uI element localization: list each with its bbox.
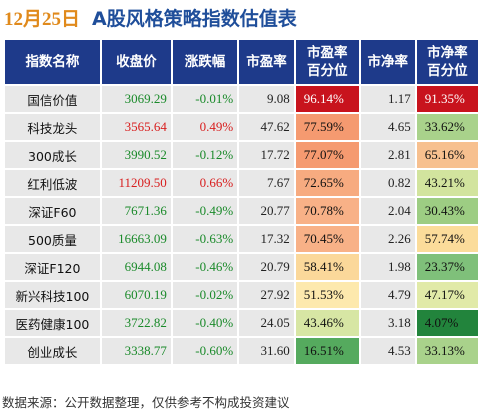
cell-close: 3565.64 — [101, 114, 171, 140]
cell-pe-percentile: 16.51% — [295, 338, 359, 364]
cell-pe: 9.08 — [239, 86, 294, 112]
cell-index-name: 红利低波 — [5, 170, 100, 196]
cell-index-name: 科技龙头 — [5, 114, 100, 140]
title-main: A股风格策略指数估值表 — [92, 7, 297, 30]
cell-pe-percentile: 58.41% — [295, 254, 359, 280]
table-title: 12月25日 A股风格策略指数估值表 — [4, 2, 297, 32]
cell-pe-percentile: 96.14% — [295, 86, 359, 112]
cell-close: 7671.36 — [101, 198, 171, 224]
cell-pe: 17.32 — [239, 226, 294, 252]
cell-index-name: 新兴科技100 — [5, 282, 100, 308]
table-row: 创业成长 3338.77 -0.60% 31.60 16.51% 4.53 33.13% — [5, 338, 478, 364]
table-row: 300成长 3990.52 -0.12% 17.72 77.07% 2.81 65.16% — [5, 142, 478, 168]
header-pe-percentile: 市盈率 百分位 — [295, 40, 359, 84]
cell-index-name: 医药健康100 — [5, 310, 100, 336]
cell-pb: 4.79 — [360, 282, 415, 308]
cell-pb: 2.81 — [360, 142, 415, 168]
cell-pe: 27.92 — [239, 282, 294, 308]
cell-pb-percentile: 30.43% — [416, 198, 478, 224]
header-pe: 市盈率 — [239, 40, 294, 84]
cell-pe: 31.60 — [239, 338, 294, 364]
cell-pe: 20.79 — [239, 254, 294, 280]
table-row: 新兴科技100 6070.19 -0.02% 27.92 51.53% 4.79 47.17… — [5, 282, 478, 308]
table-row: 医药健康100 3722.82 -0.40% 24.05 43.46% 3.18 4.07% — [5, 310, 478, 336]
table-row: 红利低波 11209.50 0.66% 7.67 72.65% 0.82 43.21% — [5, 170, 478, 196]
header-pb: 市净率 — [360, 40, 415, 84]
cell-index-name: 国信价值 — [5, 86, 100, 112]
cell-pe-percentile: 72.65% — [295, 170, 359, 196]
cell-close: 3338.77 — [101, 338, 171, 364]
cell-pb: 3.18 — [360, 310, 415, 336]
cell-pe: 24.05 — [239, 310, 294, 336]
table-row: 科技龙头 3565.64 0.49% 47.62 77.59% 4.65 33.62% — [5, 114, 478, 140]
cell-pb-percentile: 57.74% — [416, 226, 478, 252]
cell-pe: 7.67 — [239, 170, 294, 196]
cell-pe: 47.62 — [239, 114, 294, 140]
cell-pe-percentile: 70.78% — [295, 198, 359, 224]
cell-pe-percentile: 51.53% — [295, 282, 359, 308]
cell-pb: 2.04 — [360, 198, 415, 224]
cell-close: 16663.09 — [101, 226, 171, 252]
cell-pb-percentile: 4.07% — [416, 310, 478, 336]
cell-index-name: 创业成长 — [5, 338, 100, 364]
cell-pb-percentile: 33.13% — [416, 338, 478, 364]
valuation-table: 指数名称 收盘价 涨跌幅 市盈率 市盈率 百分位 市净率 市净率 百分位 国信价… — [3, 38, 480, 366]
cell-change: -0.49% — [172, 198, 238, 224]
table-body: 国信价值 3069.29 -0.01% 9.08 96.14% 1.17 91.35% 科技龙… — [5, 86, 478, 364]
cell-close: 11209.50 — [101, 170, 171, 196]
table-row: 500质量 16663.09 -0.63% 17.32 70.45% 2.26 57.74% — [5, 226, 478, 252]
cell-change: -0.46% — [172, 254, 238, 280]
cell-pb: 1.98 — [360, 254, 415, 280]
table-row: 国信价值 3069.29 -0.01% 9.08 96.14% 1.17 91.35% — [5, 86, 478, 112]
cell-pb: 0.82 — [360, 170, 415, 196]
title-date: 12月25日 — [4, 8, 81, 30]
header-close: 收盘价 — [101, 40, 171, 84]
cell-pe: 17.72 — [239, 142, 294, 168]
cell-index-name: 深证F60 — [5, 198, 100, 224]
cell-pe: 20.77 — [239, 198, 294, 224]
cell-pb: 1.17 — [360, 86, 415, 112]
cell-pe-percentile: 77.59% — [295, 114, 359, 140]
cell-pe-percentile: 43.46% — [295, 310, 359, 336]
cell-close: 3722.82 — [101, 310, 171, 336]
cell-pb: 4.53 — [360, 338, 415, 364]
cell-pe-percentile: 70.45% — [295, 226, 359, 252]
cell-index-name: 300成长 — [5, 142, 100, 168]
header-row: 指数名称 收盘价 涨跌幅 市盈率 市盈率 百分位 市净率 市净率 百分位 — [5, 40, 478, 84]
cell-pb-percentile: 47.17% — [416, 282, 478, 308]
header-index-name: 指数名称 — [5, 40, 100, 84]
cell-pb-percentile: 43.21% — [416, 170, 478, 196]
cell-pe-percentile: 77.07% — [295, 142, 359, 168]
cell-close: 6944.08 — [101, 254, 171, 280]
cell-pb-percentile: 23.37% — [416, 254, 478, 280]
cell-close: 6070.19 — [101, 282, 171, 308]
cell-close: 3990.52 — [101, 142, 171, 168]
cell-index-name: 500质量 — [5, 226, 100, 252]
data-source-note: 数据来源：公开数据整理，仅供参考不构成投资建议 — [2, 395, 290, 410]
cell-pb-percentile: 65.16% — [416, 142, 478, 168]
table-row: 深证F120 6944.08 -0.46% 20.79 58.41% 1.98 23.37% — [5, 254, 478, 280]
cell-pb: 2.26 — [360, 226, 415, 252]
cell-change: -0.63% — [172, 226, 238, 252]
cell-close: 3069.29 — [101, 86, 171, 112]
header-change: 涨跌幅 — [172, 40, 238, 84]
cell-pb-percentile: 33.62% — [416, 114, 478, 140]
cell-change: 0.49% — [172, 114, 238, 140]
cell-pb: 4.65 — [360, 114, 415, 140]
header-pb-percentile: 市净率 百分位 — [416, 40, 478, 84]
cell-index-name: 深证F120 — [5, 254, 100, 280]
cell-change: 0.66% — [172, 170, 238, 196]
cell-change: -0.60% — [172, 338, 238, 364]
cell-pb-percentile: 91.35% — [416, 86, 478, 112]
table-row: 深证F60 7671.36 -0.49% 20.77 70.78% 2.04 30.43% — [5, 198, 478, 224]
cell-change: -0.12% — [172, 142, 238, 168]
cell-change: -0.02% — [172, 282, 238, 308]
cell-change: -0.40% — [172, 310, 238, 336]
cell-change: -0.01% — [172, 86, 238, 112]
